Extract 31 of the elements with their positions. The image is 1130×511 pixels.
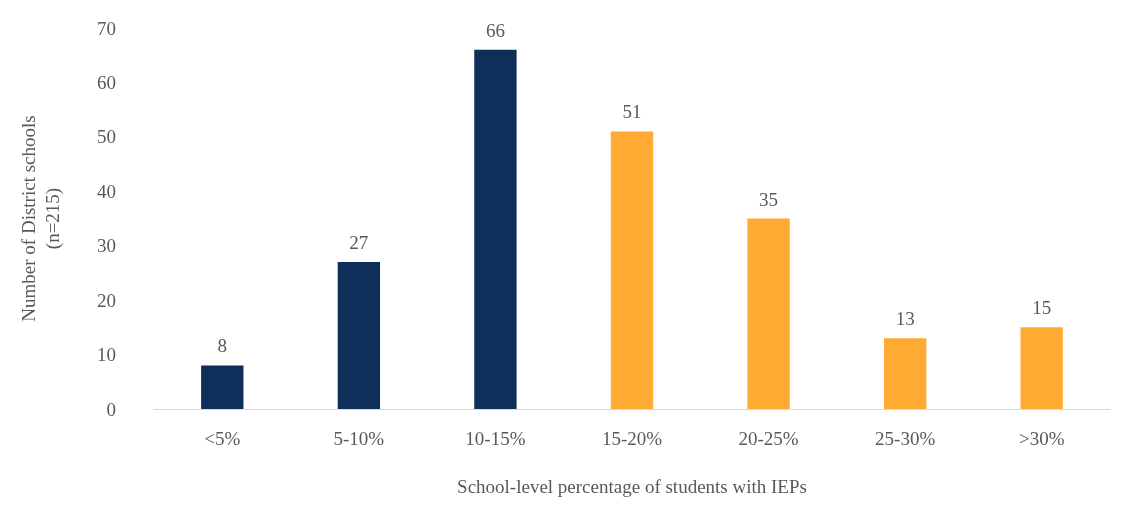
bar [610,131,654,409]
y-tick-label: 10 [97,344,116,366]
bar [201,365,244,409]
data-label: 15 [1032,297,1052,319]
bar [883,338,927,409]
y-tick-label: 20 [97,289,116,311]
y-tick-label: 70 [97,17,116,39]
bar [474,49,517,409]
x-tick-label: 5-10% [333,428,385,449]
y-tick-label: 0 [106,398,116,420]
data-label: 66 [485,19,505,41]
data-label: 51 [622,101,642,123]
y-tick-label: 60 [97,71,116,93]
x-tick-label: 25-30% [875,428,936,449]
bar [337,262,381,409]
data-label: 8 [217,335,228,357]
y-tick-label: 40 [97,180,116,202]
data-label: 13 [895,308,915,330]
x-tick-label: <5% [204,428,241,449]
data-label: 27 [349,232,369,254]
x-tick-label: >30% [1018,428,1065,449]
x-tick-label: 20-25% [738,428,799,449]
bar [747,218,790,409]
x-tick-label: 10-15% [465,428,526,449]
y-tick-label: 30 [97,235,116,257]
y-tick-label: 50 [97,126,116,148]
bar [1020,327,1063,409]
y-axis-title: Number of District schools (n=215) [17,115,64,322]
x-axis-title: School-level percentage of students with IEPs [457,476,807,497]
data-label: 35 [759,188,779,210]
x-tick-label: 15-20% [601,428,663,449]
